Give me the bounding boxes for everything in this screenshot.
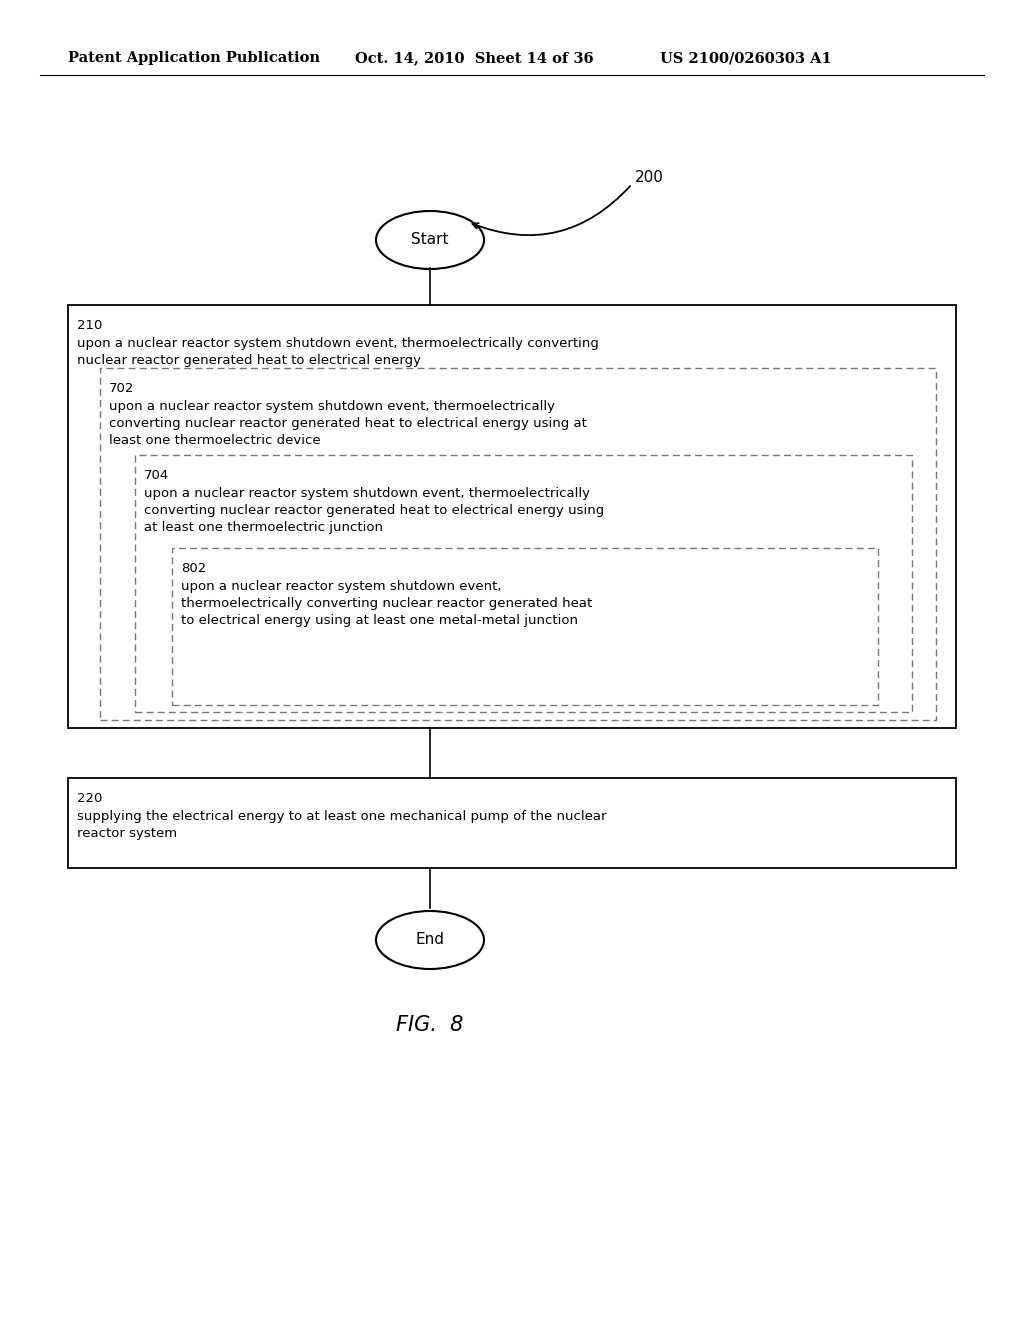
Text: upon a nuclear reactor system shutdown event, thermoelectrically
converting nucl: upon a nuclear reactor system shutdown e…: [109, 400, 587, 447]
Text: upon a nuclear reactor system shutdown event, thermoelectrically converting
nucl: upon a nuclear reactor system shutdown e…: [77, 337, 599, 367]
Bar: [68, 777, 956, 869]
Bar: [135, 455, 912, 711]
Bar: [172, 548, 878, 705]
Text: Patent Application Publication: Patent Application Publication: [68, 51, 319, 65]
Text: 702: 702: [109, 381, 134, 395]
Text: upon a nuclear reactor system shutdown event,
thermoelectrically converting nucl: upon a nuclear reactor system shutdown e…: [181, 579, 592, 627]
Text: 220: 220: [77, 792, 102, 805]
Text: 704: 704: [144, 469, 169, 482]
Text: 200: 200: [635, 170, 664, 186]
Text: Start: Start: [412, 232, 449, 248]
Text: FIG.  8: FIG. 8: [396, 1015, 464, 1035]
Text: End: End: [416, 932, 444, 948]
Text: 802: 802: [181, 562, 206, 576]
Bar: [100, 368, 936, 719]
Bar: [68, 305, 956, 729]
Text: supplying the electrical energy to at least one mechanical pump of the nuclear
r: supplying the electrical energy to at le…: [77, 810, 606, 840]
Text: Oct. 14, 2010  Sheet 14 of 36: Oct. 14, 2010 Sheet 14 of 36: [355, 51, 594, 65]
Text: upon a nuclear reactor system shutdown event, thermoelectrically
converting nucl: upon a nuclear reactor system shutdown e…: [144, 487, 604, 535]
Text: US 2100/0260303 A1: US 2100/0260303 A1: [660, 51, 831, 65]
Text: 210: 210: [77, 319, 102, 333]
